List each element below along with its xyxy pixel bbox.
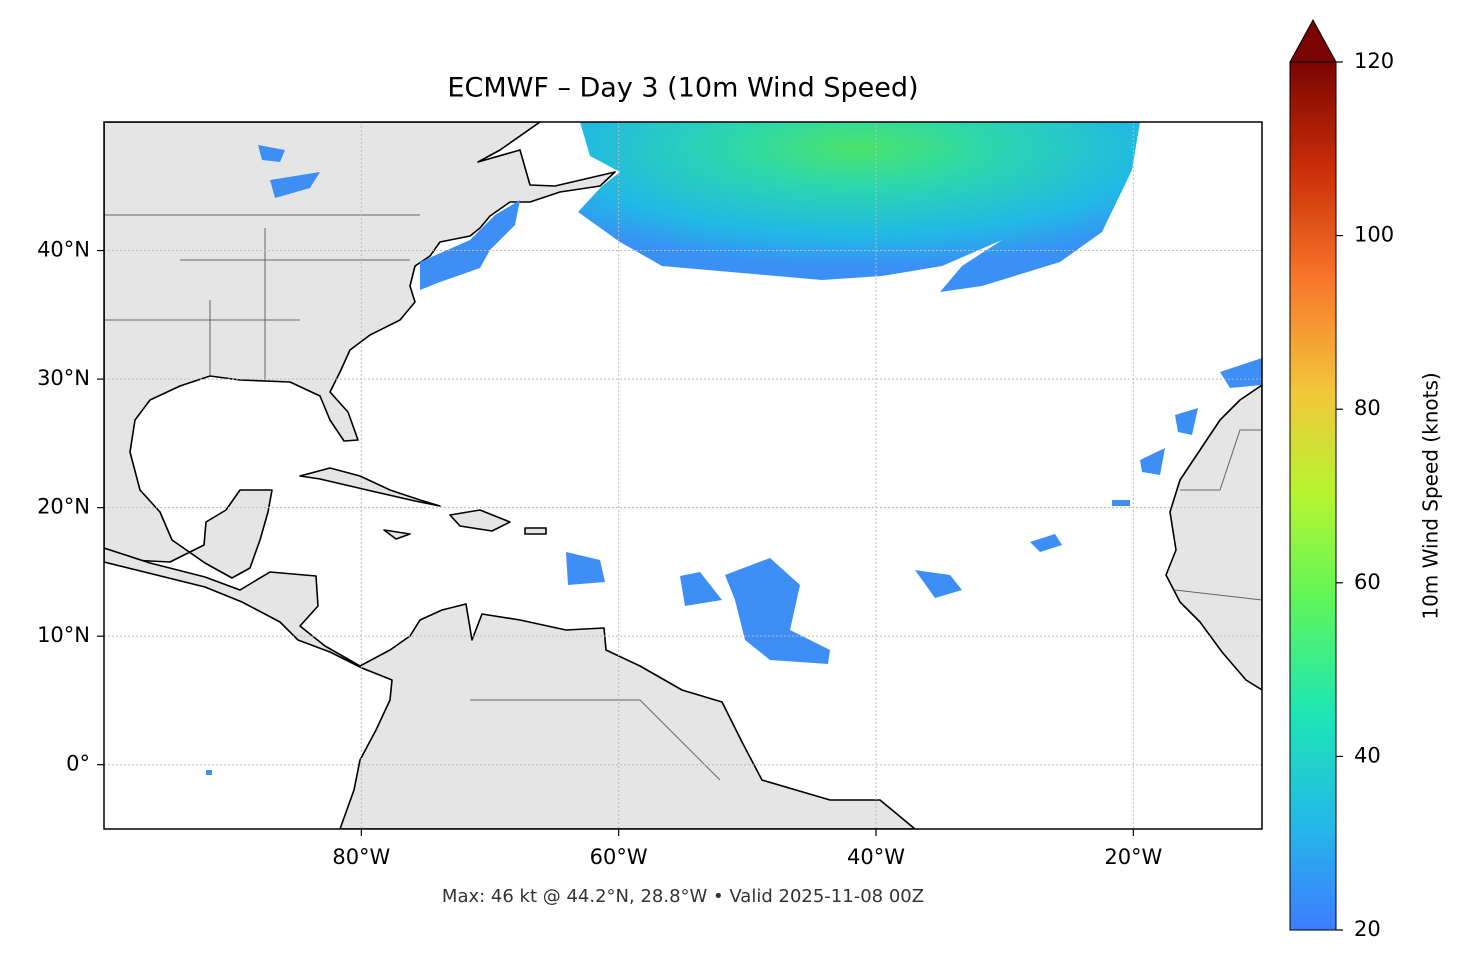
footer: Max: 46 kt @ 44.2°N, 28.8°W • Valid 2025… [442,886,924,907]
land [104,122,1262,829]
x-tick-label: 60°W [590,845,648,869]
title: ECMWF – Day 3 (10m Wind Speed) [447,73,918,104]
colorbar-extend [1289,18,1337,63]
graticule [104,122,1262,829]
y-tick-label: 30°N [37,366,90,390]
map-area [104,122,1262,829]
x-tick-label: 40°W [847,845,905,869]
y-tick-label: 40°N [37,238,90,262]
colorbar-tick-label: 40 [1354,743,1381,767]
y-tick-label: 10°N [37,623,90,647]
y-tick-label: 0° [66,752,90,776]
x-tick-label: 20°W [1104,845,1162,869]
colorbar-tick-label: 60 [1354,570,1381,594]
y-tick-label: 20°N [37,495,90,519]
colorbar-label: 10m Wind Speed (knots) [1419,372,1443,619]
colorbar-tick-label: 120 [1354,49,1394,73]
wind-field [206,122,1262,775]
colorbar-tick-label: 20 [1354,917,1381,941]
colorbar [1289,61,1337,931]
colorbar-tick-label: 80 [1354,396,1381,420]
colorbar-tick-label: 100 [1354,223,1394,247]
x-tick-label: 80°W [332,845,390,869]
map-frame [103,121,1263,830]
axes: 80°W 60°W 40°W 20°W 0° 10°N 20°N 30°N 40°N 20 40 60… [37,49,1394,941]
